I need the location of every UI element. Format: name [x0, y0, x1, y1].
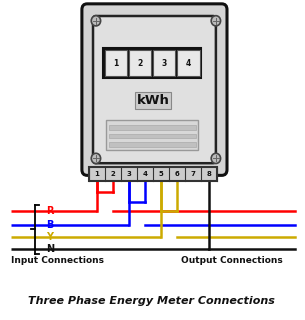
FancyBboxPatch shape: [93, 16, 216, 163]
Bar: [106, 120, 198, 150]
Bar: [109, 134, 196, 138]
Text: Y: Y: [46, 232, 53, 243]
Text: 3: 3: [162, 59, 167, 68]
Text: 4: 4: [186, 59, 191, 68]
Text: 2: 2: [110, 171, 115, 177]
Circle shape: [91, 153, 101, 164]
Bar: [177, 50, 199, 76]
Text: 2: 2: [138, 59, 143, 68]
Bar: [89, 167, 217, 181]
Text: 1: 1: [94, 171, 99, 177]
Text: B: B: [46, 220, 54, 230]
Circle shape: [211, 153, 221, 164]
Text: Input Connections: Input Connections: [11, 256, 104, 265]
Bar: [105, 50, 127, 76]
Bar: [103, 48, 201, 78]
Text: 3: 3: [126, 171, 131, 177]
Bar: [153, 50, 175, 76]
Text: Output Connections: Output Connections: [181, 256, 282, 265]
Circle shape: [91, 16, 101, 26]
Bar: [109, 125, 196, 130]
Text: R: R: [46, 206, 54, 216]
Text: N: N: [46, 244, 54, 254]
Text: Three Phase Energy Meter Connections: Three Phase Energy Meter Connections: [28, 296, 275, 306]
Text: 8: 8: [207, 171, 212, 177]
Bar: [129, 50, 151, 76]
FancyBboxPatch shape: [82, 4, 227, 175]
Text: 7: 7: [191, 171, 196, 177]
Text: 1: 1: [113, 59, 119, 68]
Text: 4: 4: [142, 171, 147, 177]
Text: 5: 5: [159, 171, 163, 177]
Circle shape: [211, 16, 221, 26]
Text: kWh: kWh: [137, 94, 169, 107]
Bar: [109, 142, 196, 147]
Text: 6: 6: [175, 171, 180, 177]
